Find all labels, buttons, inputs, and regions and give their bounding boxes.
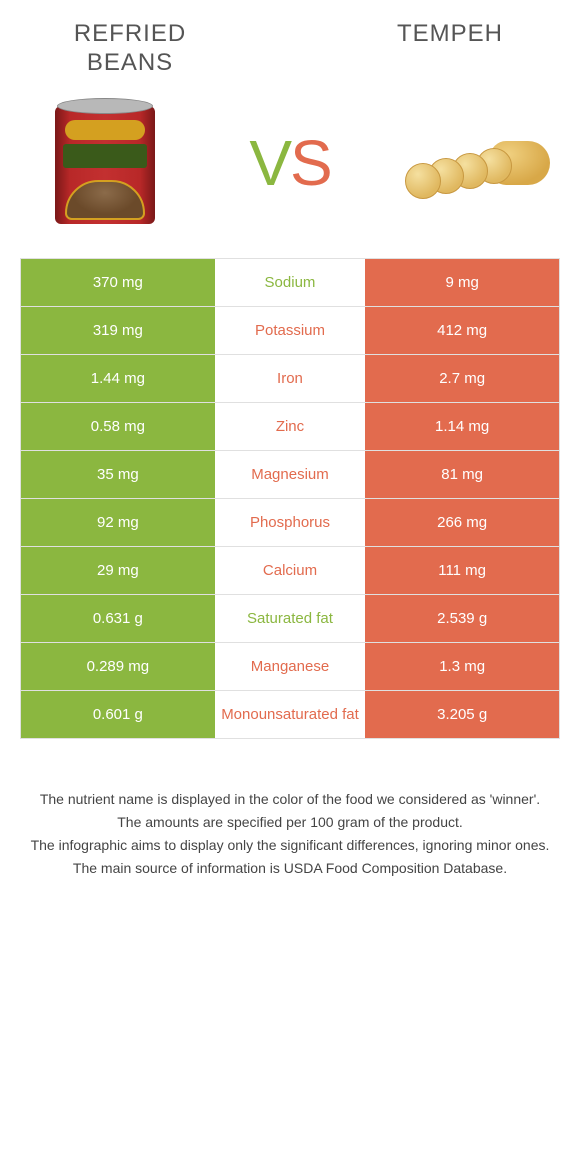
vs-label: VS (249, 126, 330, 200)
value-right: 9 mg (365, 259, 559, 306)
value-right: 1.14 mg (365, 403, 559, 450)
nutrient-label: Sodium (215, 259, 366, 306)
product-image-right (400, 93, 550, 233)
table-row: 0.58 mgZinc1.14 mg (21, 403, 559, 451)
table-row: 370 mgSodium9 mg (21, 259, 559, 307)
nutrient-label: Potassium (215, 307, 366, 354)
value-right: 2.539 g (365, 595, 559, 642)
footer-notes: The nutrient name is displayed in the co… (0, 739, 580, 879)
table-row: 35 mgMagnesium81 mg (21, 451, 559, 499)
table-row: 1.44 mgIron2.7 mg (21, 355, 559, 403)
nutrient-label: Phosphorus (215, 499, 366, 546)
table-row: 0.631 gSaturated fat2.539 g (21, 595, 559, 643)
value-left: 319 mg (21, 307, 215, 354)
footer-line: The infographic aims to display only the… (30, 835, 550, 856)
vs-v: V (249, 127, 290, 199)
value-left: 29 mg (21, 547, 215, 594)
header: REFRIED BEANS TEMPEH (0, 0, 580, 78)
vs-s: S (290, 127, 331, 199)
value-left: 0.601 g (21, 691, 215, 738)
footer-line: The nutrient name is displayed in the co… (30, 789, 550, 810)
value-left: 35 mg (21, 451, 215, 498)
value-left: 92 mg (21, 499, 215, 546)
table-row: 319 mgPotassium412 mg (21, 307, 559, 355)
product-image-left (30, 93, 180, 233)
nutrient-label: Saturated fat (215, 595, 366, 642)
footer-line: The main source of information is USDA F… (30, 858, 550, 879)
products-row: VS (0, 78, 580, 258)
value-right: 111 mg (365, 547, 559, 594)
footer-line: The amounts are specified per 100 gram o… (30, 812, 550, 833)
value-left: 0.58 mg (21, 403, 215, 450)
value-left: 0.631 g (21, 595, 215, 642)
nutrient-label: Monounsaturated fat (215, 691, 366, 738)
value-left: 370 mg (21, 259, 215, 306)
value-right: 81 mg (365, 451, 559, 498)
table-row: 0.601 gMonounsaturated fat3.205 g (21, 691, 559, 739)
table-row: 29 mgCalcium111 mg (21, 547, 559, 595)
value-right: 266 mg (365, 499, 559, 546)
table-row: 92 mgPhosphorus266 mg (21, 499, 559, 547)
nutrient-label: Iron (215, 355, 366, 402)
value-right: 2.7 mg (365, 355, 559, 402)
food-title-left: REFRIED BEANS (30, 20, 230, 78)
nutrient-label: Magnesium (215, 451, 366, 498)
value-right: 412 mg (365, 307, 559, 354)
table-row: 0.289 mgManganese1.3 mg (21, 643, 559, 691)
nutrient-label: Calcium (215, 547, 366, 594)
comparison-table: 370 mgSodium9 mg319 mgPotassium412 mg1.4… (20, 258, 560, 739)
food-title-right: TEMPEH (350, 20, 550, 49)
value-right: 1.3 mg (365, 643, 559, 690)
value-left: 0.289 mg (21, 643, 215, 690)
value-right: 3.205 g (365, 691, 559, 738)
value-left: 1.44 mg (21, 355, 215, 402)
nutrient-label: Zinc (215, 403, 366, 450)
nutrient-label: Manganese (215, 643, 366, 690)
